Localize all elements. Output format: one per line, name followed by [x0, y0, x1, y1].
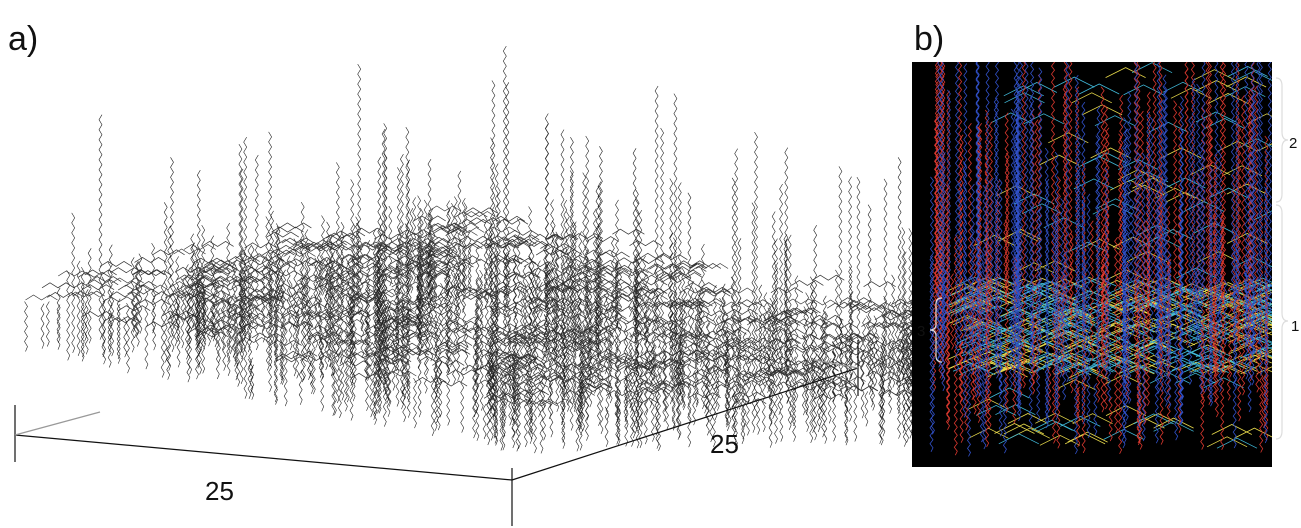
- figure: a) 25 25 b) 2 1 3: [0, 0, 1301, 528]
- region-label: 1: [1291, 318, 1299, 335]
- dimension-label: 25: [710, 429, 739, 459]
- region-label: 3: [917, 323, 925, 340]
- page: a) 25 25 b) 2 1 3 (() => { const data = …: [0, 0, 1301, 528]
- panel-label: b): [914, 20, 944, 58]
- dimension-label: 25: [205, 476, 234, 506]
- panel-b: b) 2 1 3: [912, 0, 1300, 467]
- panel-label: a): [8, 20, 38, 58]
- region-label: 2: [1289, 135, 1297, 152]
